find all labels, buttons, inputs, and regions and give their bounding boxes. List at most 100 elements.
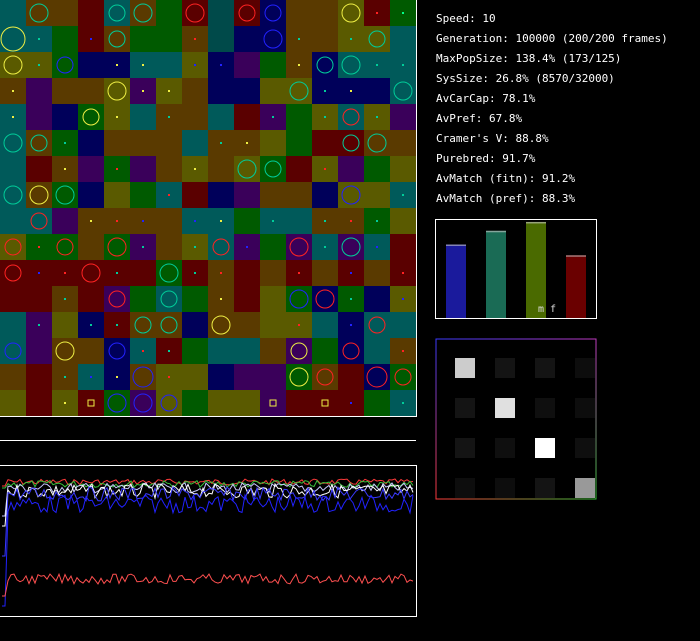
stats-panel: Speed: 10 Generation: 100000 (200/200 fr… [436,9,668,209]
grid-cell [234,364,261,391]
grid-cell [104,130,131,157]
individual-circle [55,341,75,361]
grid-cell [26,208,53,235]
population-grid[interactable] [0,0,417,417]
individual-circle [108,30,126,48]
stat-av-car-cap: AvCarCap: 78.1% [436,92,536,105]
individual-circle [368,30,386,48]
individual-circle [394,368,412,386]
individual-circle [341,55,361,75]
grid-cell [78,104,105,131]
individual-circle [108,290,126,308]
matrix-cell [535,398,555,418]
individual-dot [220,64,222,66]
individual-circle [238,4,256,22]
grid-cell [286,0,313,27]
grid-cell [312,390,339,416]
grid-cell [312,364,339,391]
individual-dot [246,142,248,144]
grid-cell [390,208,416,235]
stat-purebred: Purebred: 91.7% [436,152,536,165]
grid-cell [78,182,105,209]
grid-cell [0,390,27,416]
individual-dot [168,350,170,352]
individual-circle [30,212,48,230]
grid-cell [130,364,157,391]
grid-cell [52,26,79,53]
individual-dot [298,38,300,40]
grid-cell [364,312,391,339]
bar-top [486,230,506,233]
matrix-cell [575,438,595,458]
bar [566,255,586,318]
grid-cell [156,156,183,183]
grid-cell [208,0,235,27]
grid-cell [312,130,339,157]
individual-circle [133,3,153,23]
individual-dot [142,64,144,66]
grid-cell [26,78,53,105]
individual-dot [142,246,144,248]
individual-dot [350,324,352,326]
grid-cell [312,338,339,365]
grid-cell [0,0,27,27]
individual-circle [367,133,387,153]
grid-cell [182,338,209,365]
bar-top [526,221,546,224]
grid-cell [234,104,261,131]
grid-cell [52,52,79,79]
individual-circle [3,133,23,153]
grid-cell [208,364,235,391]
individual-dot [142,90,144,92]
grid-cell [182,390,209,416]
individual-dot [38,38,40,40]
individual-dot [116,272,118,274]
grid-cell [104,338,131,365]
grid-cell [286,182,313,209]
individual-dot [350,38,352,40]
stat-av-pref: AvPref: 67.8% [436,112,523,125]
individual-circle [289,237,309,257]
grid-cell [312,26,339,53]
individual-dot [376,116,378,118]
stat-max-pop-size: MaxPopSize: 138.4% (173/125) [436,52,622,65]
individual-dot [324,90,326,92]
grid-cell [130,286,157,313]
grid-cell [234,338,261,365]
grid-cell [260,390,287,416]
individual-dot [116,168,118,170]
individual-dot [116,220,118,222]
individual-dot [168,116,170,118]
individual-dot [298,324,300,326]
history-trace [2,481,414,517]
grid-cell [234,26,261,53]
grid-cell [364,26,391,53]
history-trace [2,486,414,557]
matrix-cell [495,438,515,458]
individual-circle [107,81,127,101]
grid-cell [52,78,79,105]
individual-circle [341,237,361,257]
individual-circle [108,4,126,22]
grid-cell [156,26,183,53]
individual-circle [4,342,22,360]
grid-cell [364,182,391,209]
grid-cell [130,182,157,209]
individual-dot [90,324,92,326]
individual-circle [289,81,309,101]
grid-cell [182,104,209,131]
history-graph-canvas [2,478,414,607]
individual-circle [133,393,153,413]
grid-cell [26,156,53,183]
grid-cell [104,182,131,209]
matrix-cell [455,478,475,498]
grid-cell [312,182,339,209]
individual-circle [4,238,22,256]
individual-dot [194,64,196,66]
individual-circle [0,26,26,52]
match-matrix-canvas [435,338,597,500]
individual-dot [90,220,92,222]
grid-cell [0,364,27,391]
individual-dot [116,324,118,326]
matrix-cell [455,438,475,458]
